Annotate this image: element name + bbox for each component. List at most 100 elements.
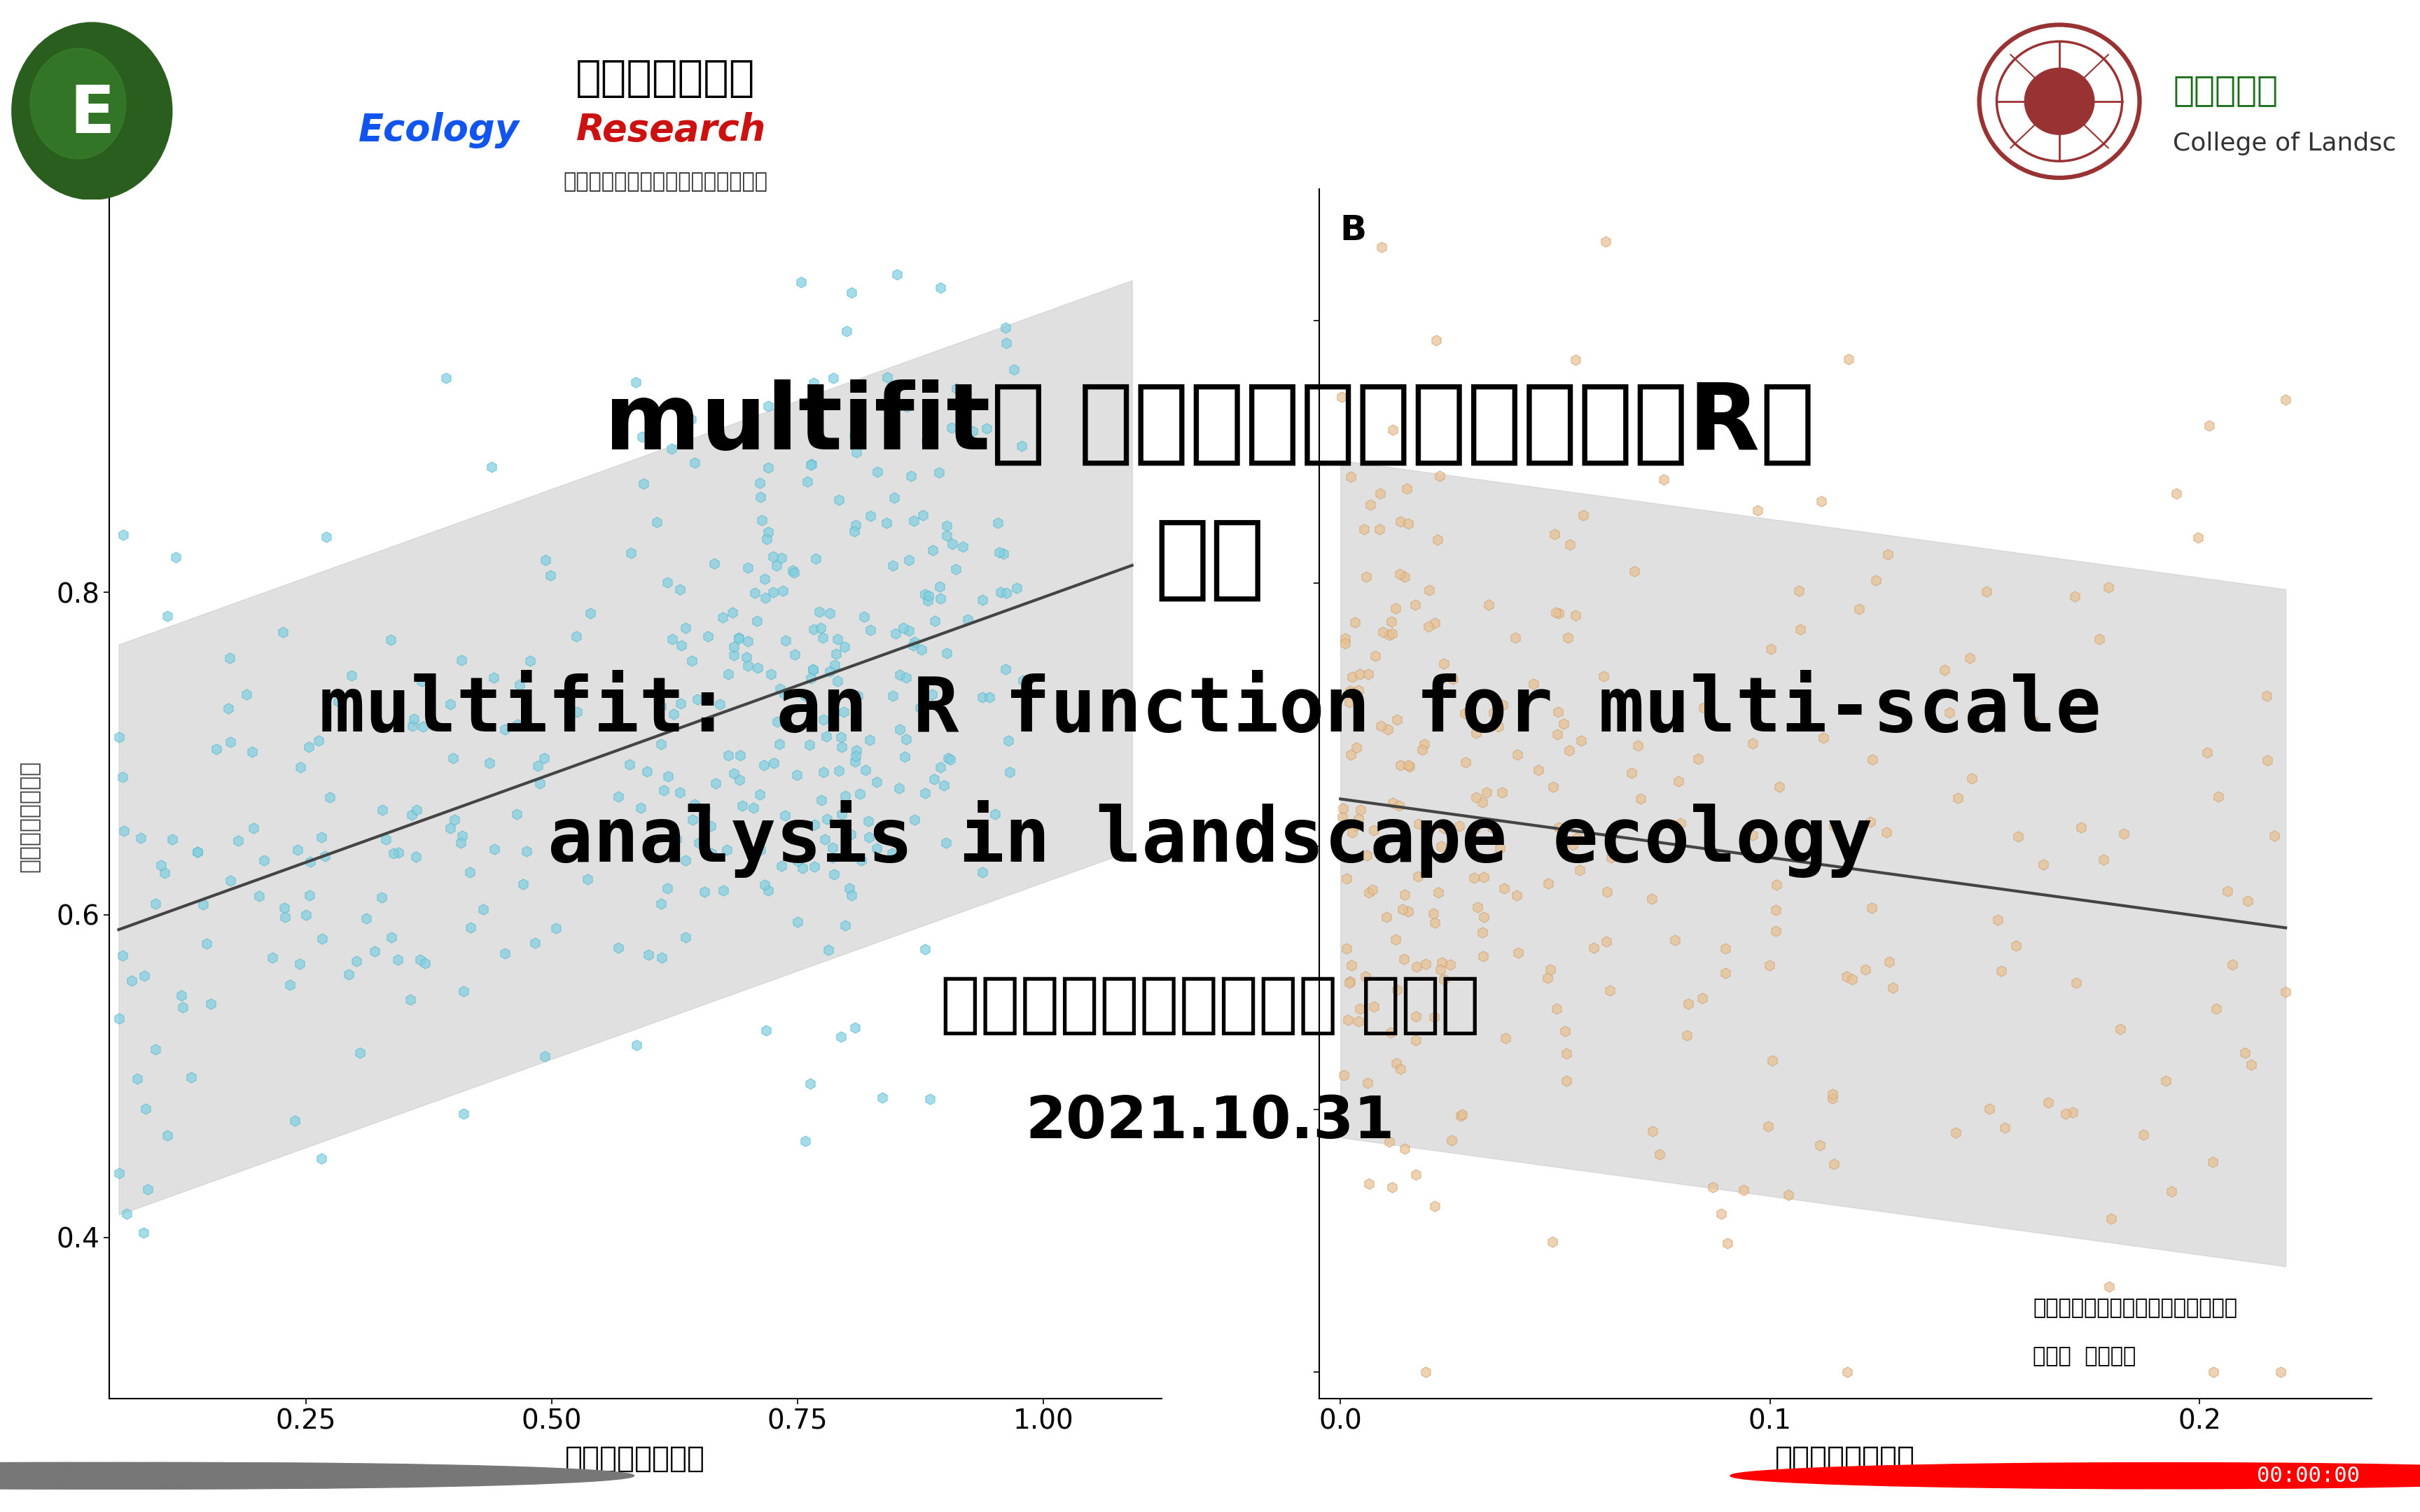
Point <box>1827 1361 1866 1385</box>
Point <box>378 948 416 972</box>
Point <box>1370 623 1408 647</box>
Point <box>837 738 876 762</box>
Point <box>2197 996 2236 1021</box>
Point <box>825 635 864 659</box>
Point <box>927 641 966 665</box>
Point <box>1583 664 1621 688</box>
Point <box>1360 481 1399 505</box>
Circle shape <box>0 1462 547 1489</box>
Point <box>1353 877 1392 901</box>
Point <box>910 584 949 608</box>
Point <box>305 844 344 868</box>
Point <box>1377 596 1416 620</box>
Point <box>847 758 886 782</box>
Point <box>1483 780 1522 804</box>
Point <box>363 885 402 909</box>
Point <box>932 416 970 440</box>
Point <box>302 927 341 951</box>
Point <box>598 936 636 960</box>
Point <box>266 895 305 919</box>
Point <box>1379 794 1418 818</box>
Point <box>990 729 1028 753</box>
Point <box>1846 957 1885 981</box>
Point <box>1529 871 1568 895</box>
Point <box>857 770 895 794</box>
Point <box>794 370 832 395</box>
Circle shape <box>0 1462 518 1489</box>
Point <box>893 464 932 488</box>
Point <box>920 460 958 484</box>
Point <box>794 656 832 680</box>
Point <box>748 528 787 552</box>
Point <box>302 1146 341 1170</box>
Ellipse shape <box>29 48 126 159</box>
Point <box>695 552 733 576</box>
Point <box>745 585 784 609</box>
Point <box>932 532 970 556</box>
Point <box>453 915 491 939</box>
Point <box>878 262 917 286</box>
Point <box>714 643 753 667</box>
Point <box>445 1102 484 1126</box>
Point <box>1660 812 1699 836</box>
Point <box>915 609 953 634</box>
Point <box>302 826 341 850</box>
Point <box>2156 482 2195 507</box>
Point <box>963 588 1002 612</box>
Point <box>1355 818 1394 842</box>
Point <box>2229 889 2268 913</box>
Point <box>995 357 1033 381</box>
Point <box>953 419 992 443</box>
Point <box>627 759 666 783</box>
Point <box>1684 696 1723 720</box>
Point <box>1815 1152 1854 1176</box>
Point <box>835 744 874 768</box>
Point <box>794 812 832 836</box>
Point <box>211 730 249 754</box>
Point <box>443 978 482 1002</box>
Point <box>104 765 143 789</box>
Point <box>1486 1027 1525 1051</box>
Point <box>1539 600 1578 624</box>
Point <box>748 878 787 903</box>
Point <box>1445 702 1483 726</box>
Point <box>653 627 692 652</box>
Point <box>823 1025 862 1049</box>
Point <box>1534 774 1573 798</box>
Point <box>1331 969 1370 993</box>
Point <box>883 615 922 640</box>
Point <box>2057 971 2096 995</box>
Point <box>702 605 741 629</box>
Point <box>1423 950 1462 974</box>
Point <box>1382 753 1421 777</box>
Text: 风景园林与: 风景园林与 <box>2173 74 2277 107</box>
Point <box>370 627 409 652</box>
Point <box>784 856 823 880</box>
Point <box>1641 1142 1679 1166</box>
Point <box>1338 677 1377 702</box>
Point <box>622 425 661 449</box>
Point <box>762 854 801 878</box>
Point <box>1382 1057 1421 1081</box>
Point <box>1781 617 1820 641</box>
Point <box>1856 569 1895 593</box>
Point <box>436 807 474 832</box>
Point <box>1382 510 1421 534</box>
Point <box>2231 1052 2270 1077</box>
Point <box>728 556 767 581</box>
Point <box>808 937 847 962</box>
Point <box>152 827 191 851</box>
Text: 00:00:00: 00:00:00 <box>2255 1465 2360 1486</box>
Circle shape <box>0 1462 634 1489</box>
Point <box>893 508 932 532</box>
Point <box>1447 750 1486 774</box>
Point <box>356 939 394 963</box>
Point <box>281 951 319 975</box>
Circle shape <box>1730 1462 2420 1489</box>
Circle shape <box>2026 68 2093 135</box>
Point <box>912 538 951 562</box>
Point <box>794 617 832 641</box>
Point <box>184 892 223 916</box>
Point <box>1459 895 1498 919</box>
Point <box>675 451 714 475</box>
